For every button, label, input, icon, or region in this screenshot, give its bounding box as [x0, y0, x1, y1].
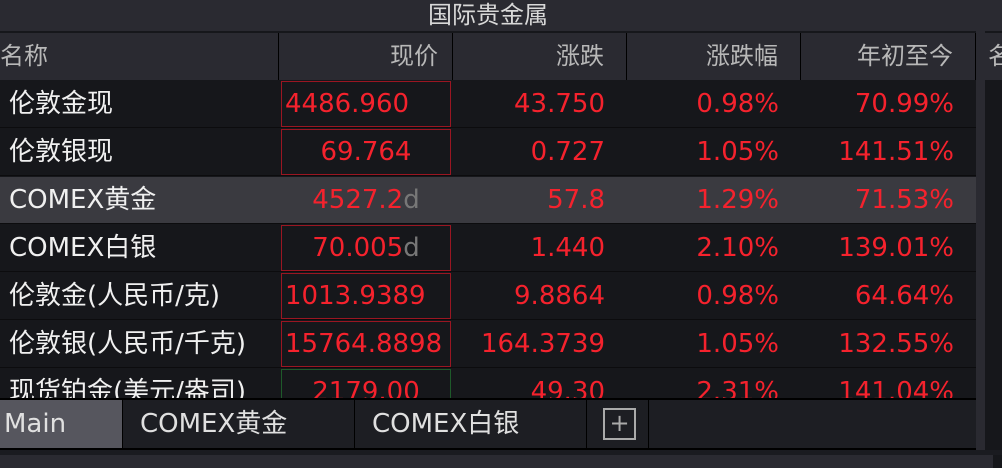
ytd-value: 132.55%	[838, 329, 954, 359]
panel-title: 国际贵金属	[0, 0, 976, 31]
price-flash-box	[281, 225, 451, 271]
price-flash-box	[281, 273, 451, 319]
right-panel-header: 名	[985, 33, 1002, 80]
instrument-name: 伦敦金(人民币/克)	[9, 281, 221, 311]
price-value: 15764.8898	[285, 329, 443, 359]
table-row[interactable]: COMEX黄金 4527.2d 57.8 1.29% 71.53%	[0, 177, 976, 224]
tab-main[interactable]: Main	[0, 400, 123, 448]
instrument-name: 伦敦银(人民币/千克)	[9, 329, 247, 359]
change-value: 43.750	[514, 89, 605, 119]
table-row[interactable]: COMEX白银 70.005d 1.440 2.10% 139.01%	[0, 225, 976, 272]
ytd-value: 64.64%	[854, 281, 954, 311]
table-row[interactable]: 伦敦银现 69.764 0.727 1.05% 141.51%	[0, 129, 976, 176]
price-flash-box	[281, 369, 451, 398]
change-value: 0.727	[530, 137, 605, 167]
change-pct-value: 1.29%	[696, 185, 779, 215]
tab-comex-gold[interactable]: COMEX黄金	[123, 400, 355, 448]
price-flash-box	[281, 321, 451, 367]
change-value: 164.3739	[480, 329, 605, 359]
bottom-panel	[0, 455, 1002, 468]
table-header: 名称 现价 涨跌 涨跌幅 年初至今	[0, 33, 976, 80]
price-flash-box	[281, 177, 451, 223]
price-cell: 15764.8898	[279, 321, 453, 367]
table-row[interactable]: 现货铂金(美元/盎司) 2179.00 49.30 2.31% 141.04%	[0, 369, 976, 398]
ytd-value: 139.01%	[838, 233, 954, 263]
price-cell: 70.005d	[279, 225, 453, 271]
price-value: 4486.960	[285, 89, 410, 119]
right-panel: 名	[976, 0, 1002, 450]
price-value: 2179.00	[312, 377, 420, 398]
instrument-name: 现货铂金(美元/盎司)	[9, 377, 247, 398]
change-pct-value: 2.10%	[696, 233, 779, 263]
tab-comex-silver[interactable]: COMEX白银	[355, 400, 587, 448]
ytd-value: 70.99%	[854, 89, 954, 119]
precious-metals-panel: 国际贵金属 名称 现价 涨跌 涨跌幅 年初至今 伦敦金现 4486.960 43…	[0, 0, 976, 398]
column-header-name[interactable]: 名称	[0, 33, 279, 80]
instrument-name: COMEX黄金	[9, 185, 157, 215]
instrument-name: 伦敦银现	[9, 137, 114, 167]
ytd-value: 141.04%	[838, 377, 954, 398]
column-header-price[interactable]: 现价	[279, 33, 453, 80]
change-pct-value: 0.98%	[696, 281, 779, 311]
price-suffix: d	[403, 185, 420, 215]
instrument-name: COMEX白银	[9, 233, 157, 263]
price-suffix: d	[403, 233, 420, 263]
table-row[interactable]: 伦敦金(人民币/克) 1013.9389 9.8864 0.98% 64.64%	[0, 273, 976, 320]
change-value: 1.440	[530, 233, 605, 263]
change-value: 57.8	[547, 185, 605, 215]
ytd-value: 71.53%	[854, 185, 954, 215]
instrument-name: 伦敦金现	[9, 89, 114, 119]
column-header-ytd[interactable]: 年初至今	[801, 33, 976, 80]
price-cell: 2179.00	[279, 369, 453, 398]
ytd-value: 141.51%	[838, 137, 954, 167]
plus-icon: +	[603, 408, 636, 440]
change-pct-value: 2.31%	[696, 377, 779, 398]
price-value: 69.764	[320, 137, 412, 167]
price-value: 1013.9389	[285, 281, 426, 311]
change-value: 9.8864	[514, 281, 605, 311]
column-header-change-pct[interactable]: 涨跌幅	[627, 33, 801, 80]
price-value: 4527.2	[312, 185, 404, 215]
change-value: 49.30	[530, 377, 605, 398]
column-header-change[interactable]: 涨跌	[453, 33, 627, 80]
right-panel-title	[985, 0, 1002, 31]
change-pct-value: 1.05%	[696, 137, 779, 167]
price-cell: 69.764	[279, 129, 453, 175]
change-pct-value: 0.98%	[696, 89, 779, 119]
price-cell: 1013.9389	[279, 273, 453, 319]
price-flash-box	[281, 129, 451, 175]
table-row[interactable]: 伦敦金现 4486.960 43.750 0.98% 70.99%	[0, 81, 976, 128]
tab-bar: Main COMEX黄金 COMEX白银 +	[0, 398, 976, 450]
price-flash-box	[281, 81, 451, 127]
change-pct-value: 1.05%	[696, 329, 779, 359]
add-tab-button[interactable]: +	[587, 400, 649, 448]
price-value: 70.005	[312, 233, 404, 263]
price-cell: 4486.960	[279, 81, 453, 127]
price-cell: 4527.2d	[279, 177, 453, 223]
table-row[interactable]: 伦敦银(人民币/千克) 15764.8898 164.3739 1.05% 13…	[0, 321, 976, 368]
